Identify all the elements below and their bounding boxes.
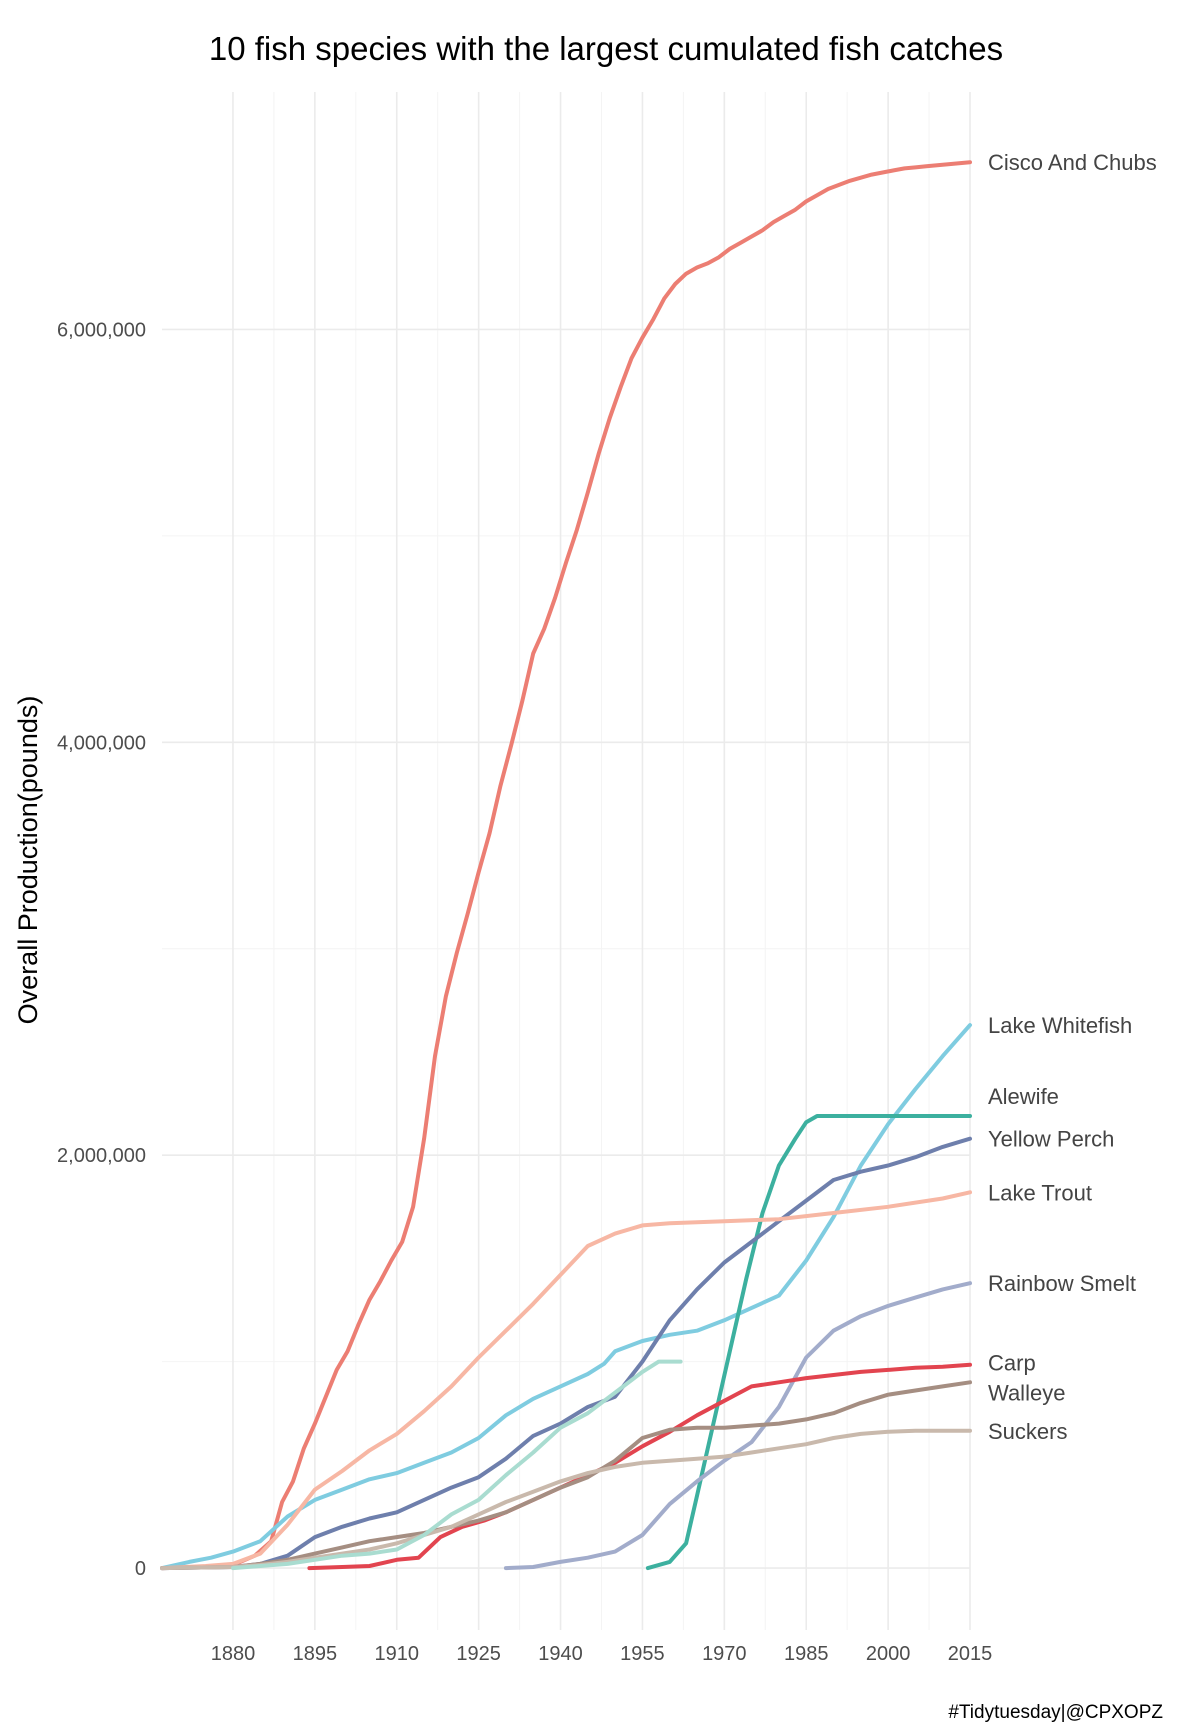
x-tick-label: 1910	[375, 1643, 420, 1665]
series-end-label: Lake Trout	[988, 1180, 1092, 1205]
series-end-label: Lake Whitefish	[988, 1013, 1132, 1038]
series-end-label: Yellow Perch	[988, 1127, 1114, 1152]
series-end-label: Rainbow Smelt	[988, 1271, 1136, 1296]
chart-title: 10 fish species with the largest cumulat…	[209, 30, 1003, 67]
x-tick-label: 2015	[948, 1643, 993, 1665]
y-tick-label: 0	[135, 1558, 146, 1580]
series-end-label: Carp	[988, 1351, 1036, 1376]
grid	[162, 92, 971, 1630]
series-line	[231, 1359, 683, 1571]
x-tick-label: 1985	[784, 1643, 829, 1665]
series-line	[160, 1428, 972, 1571]
series-end-labels: Cisco And Chubs Lake Whitefish Alewife Yell…	[988, 150, 1157, 1444]
y-tick-label: 6,000,000	[57, 319, 146, 341]
series-line	[160, 1190, 972, 1571]
series-line	[160, 1136, 972, 1571]
x-tick-label: 1970	[702, 1643, 747, 1665]
x-tick-label: 1880	[211, 1643, 256, 1665]
x-tick-label: 1940	[538, 1643, 583, 1665]
x-tick-label: 1895	[293, 1643, 338, 1665]
series-line	[160, 160, 972, 1571]
x-tick-label: 1925	[456, 1643, 501, 1665]
y-axis-label: Overall Production(pounds)	[13, 696, 43, 1025]
caption: #Tidytuesday|@CPXOPZ	[948, 1702, 1163, 1723]
series-line	[160, 1380, 972, 1571]
y-axis: 0 2,000,000 4,000,000 6,000,000	[57, 319, 146, 1580]
series-line	[160, 1023, 972, 1571]
y-tick-label: 4,000,000	[57, 732, 146, 754]
series-lines	[160, 160, 972, 1571]
x-axis: 1880 1895 1910 1925 1940 1955 1970 1985 2000 2015	[211, 1643, 993, 1665]
series-end-label: Cisco And Chubs	[988, 150, 1157, 175]
x-tick-label: 1955	[620, 1643, 665, 1665]
series-line	[645, 1114, 972, 1571]
y-tick-label: 2,000,000	[57, 1145, 146, 1167]
series-line	[307, 1362, 972, 1571]
x-tick-label: 2000	[866, 1643, 911, 1665]
series-end-label: Suckers	[988, 1419, 1067, 1444]
series-end-label: Walleye	[988, 1380, 1065, 1405]
series-line	[503, 1281, 972, 1571]
series-end-label: Alewife	[988, 1084, 1059, 1109]
